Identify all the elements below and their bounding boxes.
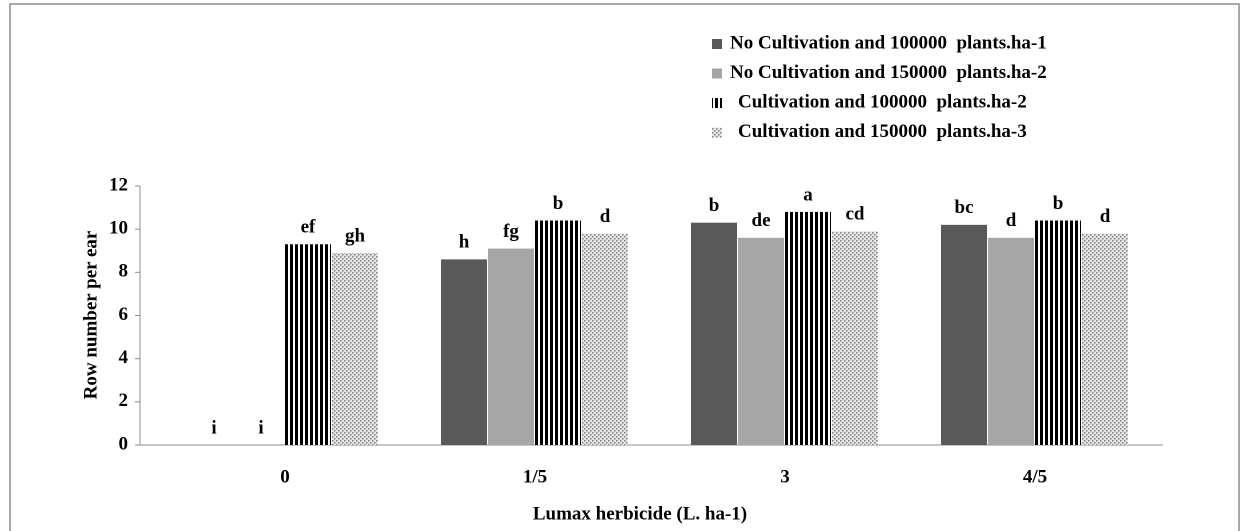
bar-letter: bc [955,197,974,218]
legend-swatch [712,39,722,49]
bar [441,259,487,445]
x-axis-label: Lumax herbicide (L. ha-1) [533,503,747,524]
bar [535,220,581,445]
bar [785,211,831,445]
bar-letter: b [553,193,564,214]
legend-swatch [712,68,722,79]
bar [582,233,628,445]
y-tick-label: 6 [119,304,129,325]
bar [488,248,534,445]
frame [9,3,1240,531]
legend-label: Cultivation and 100000 plants.ha-2 [738,91,1027,112]
bar [941,224,987,445]
bar-letter: b [1053,193,1064,214]
bar [691,222,737,445]
bar-letter: gh [345,225,366,246]
legend-swatch [712,98,722,108]
bar-letter: de [752,210,771,231]
x-tick-label: 0 [280,466,290,487]
x-tick-label: 3 [780,466,790,487]
y-tick-label: 2 [119,390,129,411]
legend-label: Cultivation and 150000 plants.ha-3 [738,121,1027,142]
y-tick-label: 12 [109,174,128,195]
x-tick-label: 1/5 [523,466,547,487]
bar-letter: d [600,206,611,227]
y-tick-label: 4 [119,347,129,368]
bar-letter: d [1100,206,1111,227]
bar [988,237,1034,445]
y-axis-label: Row number per ear [80,230,101,399]
bar-letter: h [459,232,470,253]
bar-letter: i [258,417,263,438]
bar-letter: d [1006,210,1017,231]
bar [332,252,378,445]
bar-letter: i [211,417,216,438]
x-tick-label: 4/5 [1023,466,1047,487]
bar-letter: cd [846,204,865,225]
y-tick-label: 0 [119,433,129,454]
y-tick-label: 10 [109,218,128,239]
bar [1035,220,1081,445]
legend-swatch [712,127,722,138]
bar-letter: a [803,184,813,205]
bar [832,231,878,445]
bar [1082,233,1128,445]
legend-label: No Cultivation and 100000 plants.ha-1 [730,32,1047,53]
bar [285,244,331,445]
bar-letter: fg [503,221,519,242]
legend-label: No Cultivation and 150000 plants.ha-2 [730,62,1047,83]
bar-letter: b [709,195,720,216]
bar [738,237,784,445]
y-tick-label: 8 [119,261,129,282]
bar-letter: ef [301,217,316,238]
